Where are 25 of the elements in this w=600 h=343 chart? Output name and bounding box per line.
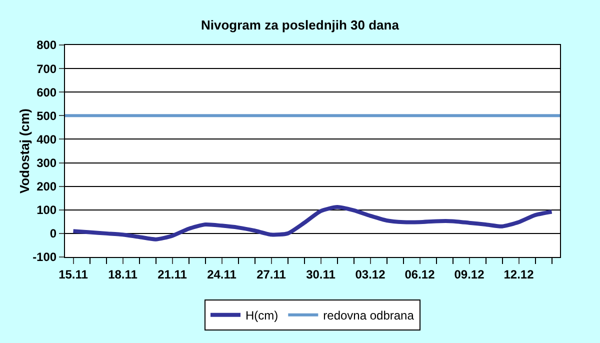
x-tick-label: 18.11 <box>108 267 138 282</box>
y-tick-label: 200 <box>36 180 57 194</box>
y-tick-label: 500 <box>36 108 57 123</box>
y-tick-label: 0 <box>50 226 57 241</box>
x-tick-label: 06.12 <box>404 267 436 282</box>
x-tick-label: 21.11 <box>158 267 188 282</box>
y-tick-label: 800 <box>36 38 57 52</box>
x-tick-label: 15.11 <box>58 267 88 282</box>
x-tick-label: 09.12 <box>454 267 485 282</box>
y-axis-title: Vodostaj (cm) <box>17 108 32 194</box>
y-tick-label: 100 <box>36 203 57 218</box>
y-tick-label: 400 <box>36 132 57 146</box>
line-series <box>71 205 554 242</box>
x-tick-label: 24.11 <box>207 267 237 282</box>
y-tick-label: 700 <box>36 62 57 76</box>
y-tick-label: -100 <box>32 250 57 264</box>
x-tick-label: 27.11 <box>256 267 286 282</box>
legend-label: redovna odbrana <box>323 308 414 323</box>
x-tick-label: 12.12 <box>504 267 534 282</box>
legend-label: H(cm) <box>246 308 278 323</box>
x-tick-label: 30.11 <box>306 267 336 282</box>
chart-title: Nivogram za poslednjih 30 dana <box>201 18 400 33</box>
y-tick-label: 300 <box>36 156 57 170</box>
y-tick-label: 600 <box>36 85 57 100</box>
x-tick-label: 03.12 <box>355 267 386 282</box>
